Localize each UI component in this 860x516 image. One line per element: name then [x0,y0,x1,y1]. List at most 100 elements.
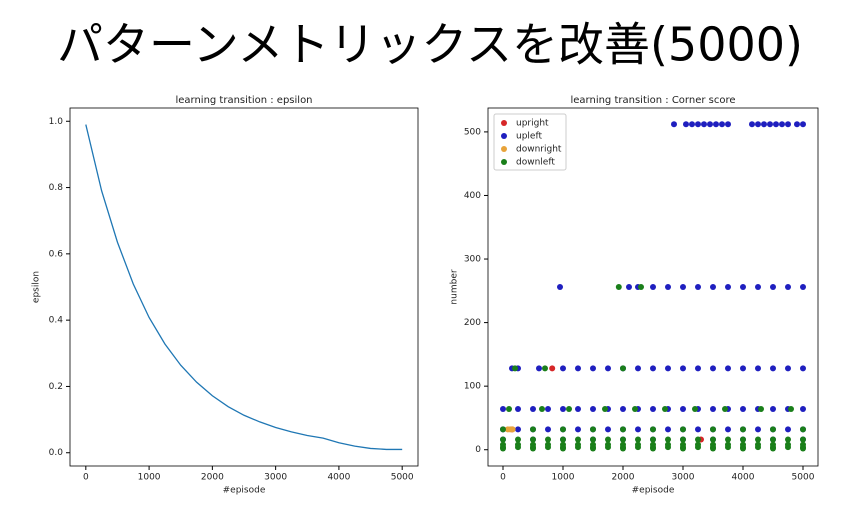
point [545,406,551,413]
point [680,284,686,290]
x-tick-label: 1000 [138,473,161,483]
point [665,426,671,433]
legend-label: upright [516,119,549,129]
point [530,436,536,443]
point [638,284,644,290]
point [725,284,731,290]
point [605,436,611,443]
point [785,365,791,372]
point [545,444,551,451]
point [605,426,611,433]
point [560,436,566,443]
point [740,445,746,452]
point [800,365,806,372]
point [761,121,767,128]
x-tick-label: 4000 [732,473,755,483]
point [695,436,701,443]
y-tick-label: 100 [464,382,481,392]
point [755,365,761,372]
point [575,444,581,451]
point [560,406,566,413]
point [779,121,785,128]
point [800,121,806,128]
point [680,426,686,433]
x-tick-label: 1000 [552,473,575,483]
point [635,436,641,443]
point [605,365,611,372]
point [650,284,656,290]
point [800,406,806,413]
point [560,365,566,372]
point [695,121,701,128]
x-tick-label: 2000 [612,473,635,483]
point [770,365,776,372]
point [785,436,791,443]
point [722,406,728,413]
point [680,436,686,443]
point [680,406,686,413]
point [500,445,506,452]
point [620,426,626,433]
point [506,406,512,413]
point [530,445,536,452]
point [542,365,548,372]
x-tick-label: 5000 [792,473,815,483]
point [566,406,572,413]
point [590,436,596,443]
point [635,426,641,433]
point [689,121,695,128]
point [719,121,725,128]
point [605,444,611,451]
point [545,436,551,443]
x-tick-label: 0 [83,473,89,483]
point [695,284,701,290]
point [590,365,596,372]
x-tick-label: 0 [500,473,506,483]
y-axis-label: number [450,269,460,304]
line [85,124,403,451]
plot-frame [487,107,819,467]
point [602,406,608,413]
point [740,365,746,372]
y-tick-label: 0.6 [49,249,64,259]
point [755,436,761,443]
point [665,444,671,451]
point [536,365,542,372]
legend-marker [501,133,507,139]
point [758,406,764,413]
point [710,445,716,452]
point [692,406,698,413]
point [773,121,779,128]
point [500,406,506,413]
point [767,121,773,128]
point [785,284,791,290]
point [680,365,686,372]
point [683,121,689,128]
legend-marker [501,120,507,126]
point [590,426,596,433]
point [785,444,791,451]
y-tick-label: 300 [464,255,481,265]
y-tick-label: 0 [475,445,481,455]
x-tick-label: 2000 [201,473,224,483]
x-tick-label: 5000 [391,473,414,483]
point [707,121,713,128]
point [560,445,566,452]
plot-frame [69,107,419,467]
x-tick-label: 3000 [264,473,287,483]
y-tick-label: 1.0 [49,117,64,127]
point [530,406,536,413]
point [695,444,701,451]
point [725,426,731,433]
point [515,426,521,433]
point [665,436,671,443]
point [725,444,731,451]
point [725,121,731,128]
point [626,284,632,290]
point [590,406,596,413]
point [785,121,791,128]
point [500,426,506,433]
y-tick-label: 0.0 [49,448,64,458]
point [800,426,806,433]
